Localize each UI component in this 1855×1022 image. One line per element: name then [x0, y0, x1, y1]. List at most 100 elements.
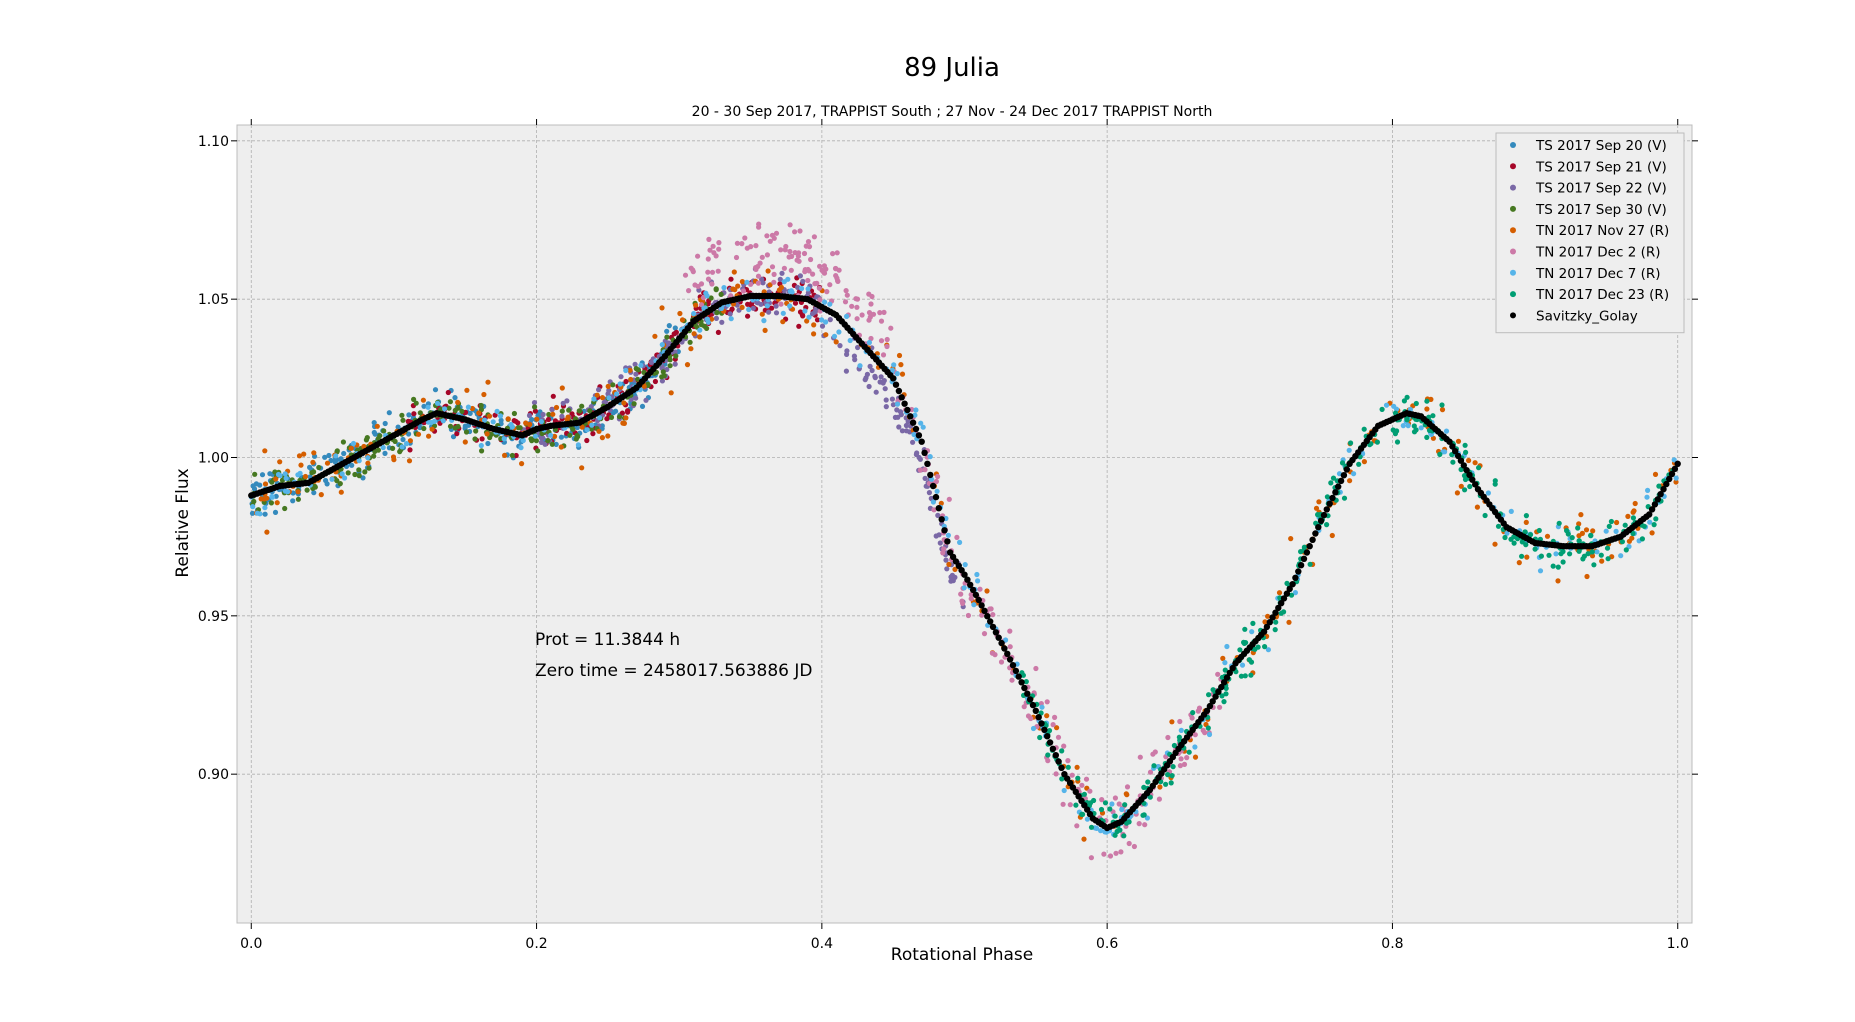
data-point	[464, 387, 470, 393]
data-point	[1292, 590, 1298, 596]
data-point	[934, 488, 940, 494]
sg-point	[944, 538, 951, 545]
data-point	[1404, 416, 1410, 422]
data-point	[259, 472, 266, 478]
data-point	[1265, 647, 1271, 653]
sg-point	[929, 482, 937, 490]
data-point	[1081, 791, 1087, 797]
data-point	[1112, 813, 1118, 819]
data-point	[1553, 551, 1559, 557]
sg-point	[932, 493, 940, 501]
data-point	[1392, 431, 1398, 437]
data-point	[959, 598, 965, 604]
data-point	[844, 313, 850, 319]
data-point	[709, 281, 715, 287]
data-point	[1060, 801, 1066, 807]
data-point	[910, 439, 916, 445]
data-point	[599, 395, 606, 401]
sg-point	[1306, 543, 1313, 550]
data-point	[1649, 530, 1655, 536]
data-point	[1604, 545, 1611, 551]
data-point	[1107, 806, 1113, 812]
data-point	[811, 322, 817, 328]
data-point	[984, 588, 990, 594]
data-point	[1508, 508, 1514, 514]
data-point	[382, 450, 388, 456]
data-point	[703, 290, 709, 296]
data-point	[1450, 459, 1456, 465]
data-point	[941, 546, 947, 552]
data-point	[618, 374, 624, 380]
data-point	[1482, 512, 1488, 519]
data-point	[340, 439, 346, 445]
data-point	[366, 465, 372, 471]
data-point	[761, 318, 767, 324]
data-point	[1467, 483, 1473, 490]
data-point	[664, 328, 670, 334]
data-point	[719, 319, 725, 325]
data-point	[413, 400, 419, 406]
data-point	[926, 490, 933, 496]
data-point	[883, 404, 889, 410]
data-point	[1033, 665, 1039, 672]
data-point	[553, 404, 560, 411]
data-point	[1606, 523, 1612, 530]
data-point	[1177, 763, 1183, 769]
data-point	[360, 475, 366, 481]
data-point	[1523, 542, 1529, 548]
data-point	[912, 412, 918, 418]
data-point	[1576, 521, 1582, 527]
data-point	[390, 445, 396, 451]
data-point	[1532, 546, 1538, 552]
data-point	[1081, 836, 1087, 842]
sg-point	[1209, 698, 1216, 705]
sg-point	[1021, 684, 1028, 692]
sg-point	[978, 602, 985, 609]
data-point	[1123, 791, 1129, 797]
data-point	[619, 410, 626, 416]
data-point	[816, 285, 823, 291]
data-point	[1401, 398, 1407, 404]
data-point	[899, 371, 906, 377]
data-point	[282, 505, 288, 512]
data-point	[588, 426, 595, 432]
data-point	[1069, 772, 1075, 778]
data-point	[671, 331, 677, 337]
data-point	[866, 339, 873, 346]
data-point	[1142, 822, 1148, 828]
data-point	[625, 409, 631, 415]
data-point	[890, 402, 897, 408]
data-point	[1206, 731, 1213, 738]
data-point	[802, 269, 808, 275]
data-point	[318, 492, 324, 498]
data-point	[1653, 516, 1659, 522]
sg-point	[1292, 574, 1299, 581]
data-point	[1466, 457, 1472, 464]
plot-area	[236, 124, 1693, 924]
data-point	[691, 331, 697, 337]
data-point	[1186, 749, 1192, 755]
data-point	[731, 269, 737, 275]
data-point	[450, 434, 457, 440]
sg-point	[1674, 460, 1681, 467]
data-point	[1555, 564, 1561, 570]
data-point	[1059, 776, 1065, 782]
sg-point	[1317, 517, 1325, 524]
data-point	[462, 439, 468, 445]
data-point	[1519, 553, 1525, 559]
data-point	[1439, 407, 1446, 413]
data-point	[706, 236, 712, 242]
data-point	[1569, 535, 1575, 541]
data-point	[708, 295, 714, 301]
data-point	[862, 377, 868, 383]
data-point	[1614, 519, 1620, 526]
data-point	[988, 606, 994, 612]
data-point	[249, 510, 256, 516]
data-point	[801, 250, 808, 257]
data-point	[787, 248, 793, 255]
data-point	[1023, 679, 1029, 685]
data-point	[771, 271, 777, 277]
data-point	[262, 511, 268, 517]
sg-point	[1035, 714, 1042, 721]
data-point	[1644, 494, 1650, 500]
